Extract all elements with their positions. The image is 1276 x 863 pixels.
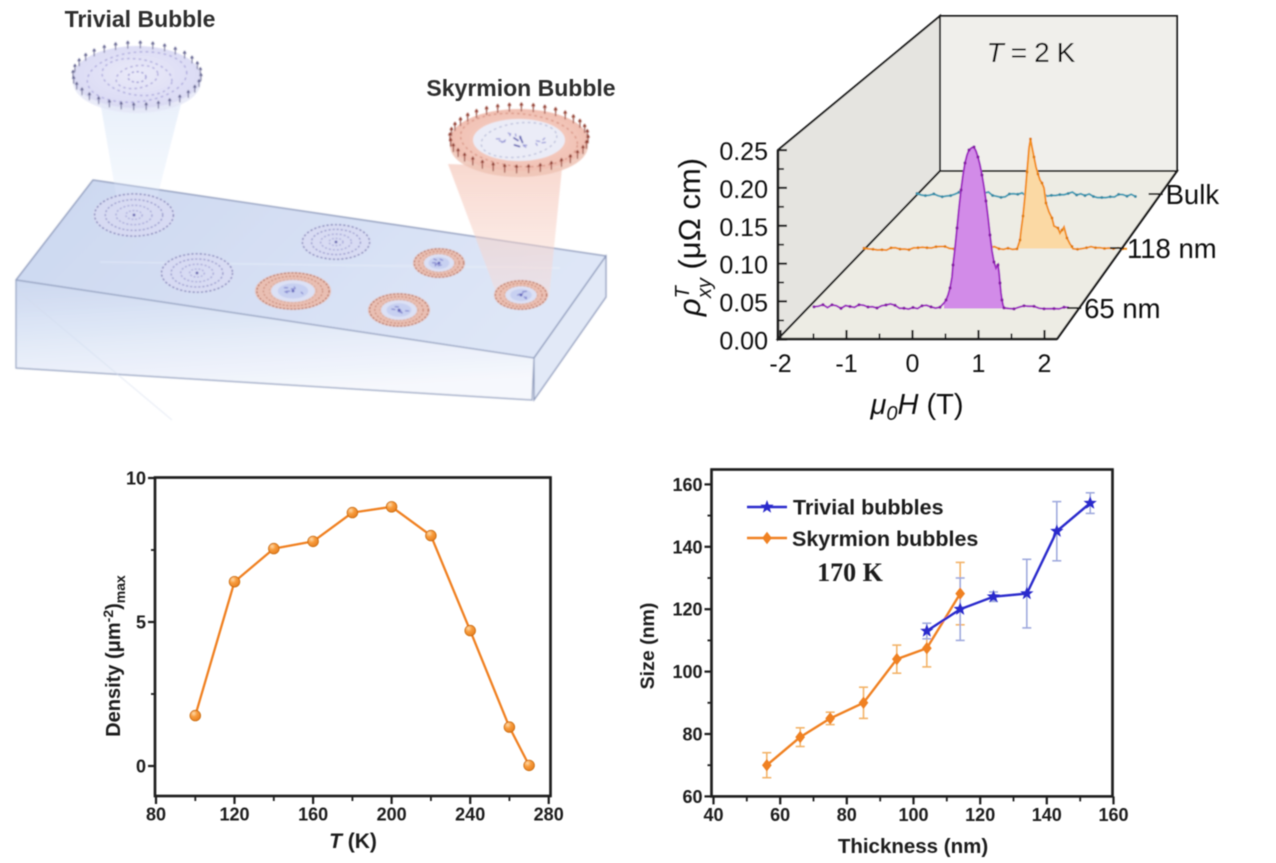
svg-text:0.00: 0.00 [719, 327, 768, 355]
svg-text:Bulk: Bulk [1166, 179, 1220, 210]
svg-text:80: 80 [146, 805, 166, 825]
svg-text:0: 0 [906, 350, 920, 378]
svg-text:120: 120 [219, 805, 249, 825]
svg-text:ρTxy (μΩ cm): ρTxy (μΩ cm) [672, 158, 716, 317]
svg-text:T (K): T (K) [329, 830, 377, 853]
svg-text:Trivial bubbles: Trivial bubbles [793, 496, 944, 520]
svg-text:160: 160 [1098, 805, 1128, 825]
svg-text:80: 80 [682, 725, 702, 745]
svg-text:80: 80 [837, 805, 857, 825]
svg-text:0.05: 0.05 [719, 289, 768, 317]
svg-text:160: 160 [298, 805, 328, 825]
svg-text:μ0H (T): μ0H (T) [869, 389, 963, 425]
svg-text:Density (μm-2)max: Density (μm-2)max [100, 575, 128, 737]
svg-text:0.10: 0.10 [719, 252, 768, 280]
svg-text:Thickness (nm): Thickness (nm) [838, 835, 988, 858]
svg-text:140: 140 [672, 537, 702, 557]
svg-text:-2: -2 [769, 350, 791, 378]
svg-text:5: 5 [136, 613, 146, 633]
svg-text:118 nm: 118 nm [1127, 233, 1217, 264]
svg-text:100: 100 [672, 662, 702, 682]
svg-text:Size (nm): Size (nm) [637, 603, 659, 690]
svg-text:T = 2 K: T = 2 K [987, 37, 1076, 68]
svg-text:160: 160 [672, 475, 702, 495]
svg-text:200: 200 [377, 805, 407, 825]
svg-text:-1: -1 [835, 350, 857, 378]
svg-text:120: 120 [672, 600, 702, 620]
svg-text:0: 0 [136, 757, 146, 777]
svg-text:140: 140 [1032, 805, 1062, 825]
svg-text:280: 280 [534, 805, 564, 825]
svg-text:65 nm: 65 nm [1084, 293, 1160, 324]
svg-text:Trivial Bubble: Trivial Bubble [65, 6, 216, 32]
svg-text:Skyrmion bubbles: Skyrmion bubbles [792, 527, 978, 551]
svg-text:240: 240 [455, 805, 485, 825]
svg-text:170 K: 170 K [817, 558, 884, 587]
svg-text:Skyrmion Bubble: Skyrmion Bubble [426, 75, 615, 101]
svg-text:0.20: 0.20 [719, 176, 768, 204]
svg-text:60: 60 [770, 805, 790, 825]
svg-text:100: 100 [898, 805, 928, 825]
svg-text:2: 2 [1038, 350, 1052, 378]
svg-text:60: 60 [682, 787, 702, 807]
svg-text:120: 120 [965, 805, 995, 825]
svg-text:0.25: 0.25 [719, 138, 768, 166]
svg-text:0.15: 0.15 [719, 214, 768, 242]
svg-text:10: 10 [126, 469, 146, 489]
svg-text:1: 1 [972, 350, 986, 378]
svg-text:40: 40 [703, 805, 723, 825]
